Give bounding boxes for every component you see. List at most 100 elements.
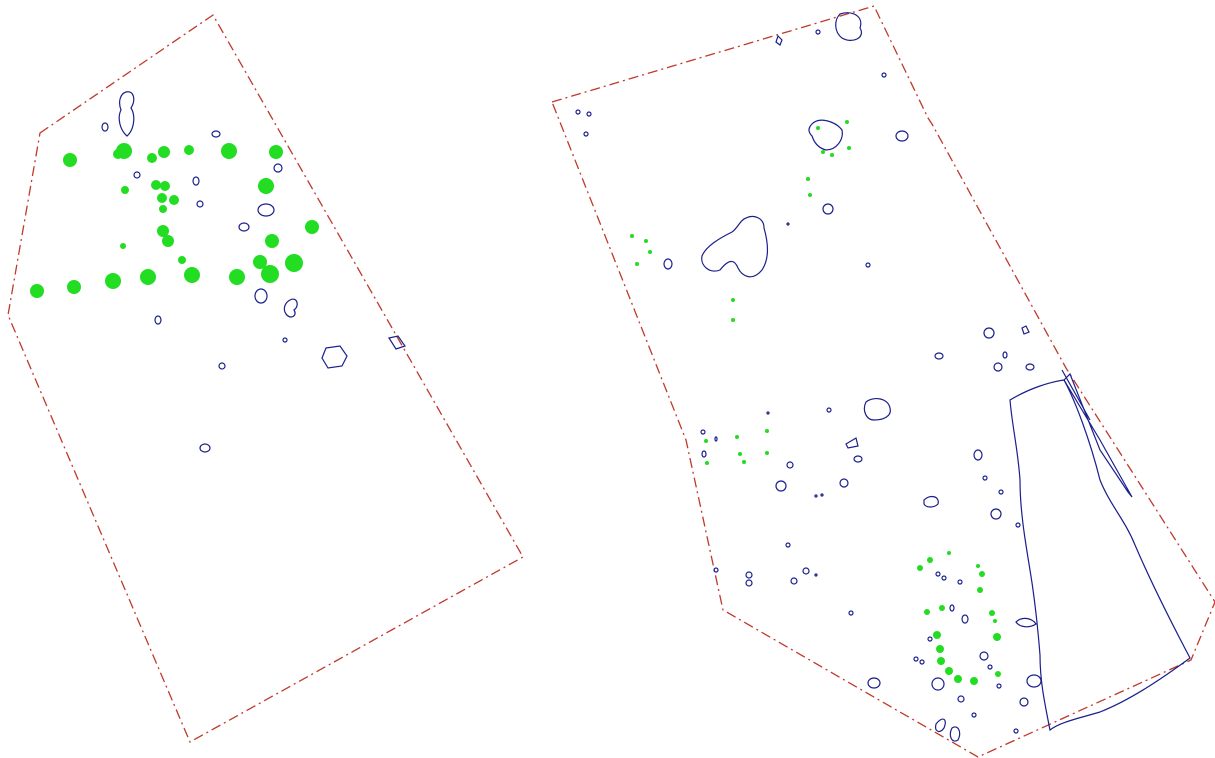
feature-outline — [283, 298, 298, 318]
posthole — [157, 193, 167, 203]
feature-outline — [982, 475, 988, 481]
posthole — [993, 633, 1001, 641]
posthole — [160, 181, 170, 191]
posthole — [184, 267, 200, 283]
posthole — [738, 452, 742, 456]
posthole — [989, 610, 995, 616]
posthole — [742, 460, 746, 464]
posthole — [121, 186, 129, 194]
feature-outline — [881, 72, 887, 78]
posthole — [140, 269, 156, 285]
large-ditch-outline — [1009, 379, 1191, 732]
feature-outline — [1021, 325, 1030, 335]
right-area-features — [575, 12, 1191, 742]
posthole — [731, 318, 735, 322]
feature-outline — [388, 335, 406, 350]
posthole — [806, 177, 810, 181]
feature-outline — [935, 571, 941, 577]
feature-outline — [865, 262, 871, 268]
feature-outline — [853, 455, 863, 463]
posthole — [979, 571, 985, 577]
posthole — [158, 146, 170, 158]
feature-outline — [1015, 617, 1037, 628]
feature-outline — [990, 508, 1002, 520]
feature-outline — [867, 677, 881, 689]
posthole — [830, 153, 834, 157]
feature-outline — [822, 203, 834, 215]
posthole — [285, 254, 303, 272]
posthole — [847, 146, 851, 150]
posthole — [995, 671, 1001, 677]
feature-outline — [586, 111, 592, 117]
feature-outline — [321, 345, 348, 369]
feature-outline — [133, 171, 141, 179]
feature-outline — [919, 659, 925, 665]
feature-outline — [814, 494, 818, 498]
feature-outline — [839, 478, 849, 488]
feature-outline — [927, 636, 933, 642]
feature-outline — [949, 726, 961, 742]
posthole — [947, 551, 951, 555]
posthole — [169, 195, 179, 205]
feature-outline — [815, 29, 821, 35]
posthole — [808, 193, 812, 197]
posthole — [151, 180, 161, 190]
posthole — [816, 126, 820, 130]
posthole — [765, 429, 769, 433]
feature-outline — [923, 495, 939, 508]
feature-outline — [957, 695, 965, 703]
feature-outline — [199, 443, 211, 453]
posthole — [261, 265, 279, 283]
feature-outline — [993, 362, 1003, 372]
feature-outline — [934, 352, 944, 360]
feature-outline — [766, 411, 770, 415]
feature-outline — [835, 12, 862, 41]
posthole — [265, 234, 279, 248]
feature-outline — [814, 573, 818, 577]
posthole — [120, 243, 126, 249]
feature-outline — [786, 222, 790, 226]
feature-outline — [820, 493, 824, 497]
feature-outline — [949, 604, 955, 612]
feature-outline — [895, 130, 909, 142]
feature-outline — [700, 429, 706, 435]
feature-outline — [701, 215, 769, 278]
feature-outline — [701, 450, 707, 458]
posthole — [821, 150, 825, 154]
posthole — [945, 667, 953, 675]
posthole — [917, 565, 923, 571]
posthole — [630, 234, 634, 238]
feature-outline — [808, 119, 843, 151]
feature-outline — [196, 200, 204, 208]
feature-outline — [745, 571, 753, 579]
posthole — [63, 153, 77, 167]
feature-outline — [273, 163, 283, 173]
left-excavation-area — [7, 14, 524, 743]
feature-outline — [1026, 674, 1042, 688]
feature-outline — [238, 222, 250, 232]
posthole — [253, 255, 267, 269]
feature-outline — [998, 489, 1004, 495]
left-area-boundary — [7, 14, 524, 743]
feature-outline — [913, 656, 919, 662]
posthole — [105, 273, 121, 289]
posthole — [939, 605, 945, 611]
feature-outline — [786, 461, 794, 469]
feature-outline — [282, 337, 288, 343]
posthole — [927, 557, 933, 563]
posthole — [258, 178, 274, 194]
posthole — [269, 145, 283, 159]
posthole — [147, 153, 157, 163]
posthole — [993, 619, 997, 623]
posthole — [924, 609, 930, 615]
posthole — [30, 284, 44, 298]
feature-outline — [192, 176, 200, 186]
feature-outline — [979, 651, 989, 661]
feature-outline — [973, 449, 983, 461]
feature-outline — [101, 122, 109, 132]
left-area-postholes — [30, 143, 319, 298]
posthole — [704, 439, 708, 443]
feature-outline — [775, 480, 787, 492]
posthole — [305, 220, 319, 234]
posthole — [157, 225, 169, 237]
